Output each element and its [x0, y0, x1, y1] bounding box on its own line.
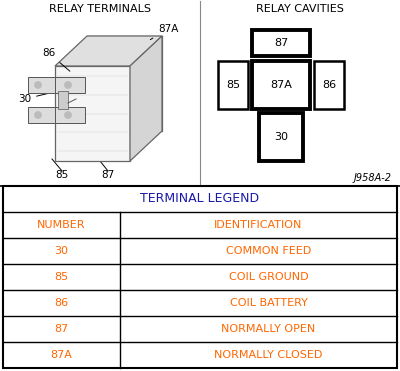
Bar [28, 77, 63, 93]
Text: 87A: 87A [50, 350, 72, 360]
Text: NORMALLY OPEN: NORMALLY OPEN [221, 324, 316, 334]
Polygon shape [55, 36, 162, 66]
Bar [58, 91, 68, 109]
Circle shape [34, 82, 42, 89]
Text: 86: 86 [54, 298, 68, 308]
Circle shape [64, 112, 72, 118]
Text: NUMBER: NUMBER [37, 220, 86, 230]
Text: COIL BATTERY: COIL BATTERY [230, 298, 308, 308]
Text: J958A-2: J958A-2 [354, 173, 392, 183]
Bar [55, 107, 85, 123]
Text: COIL GROUND: COIL GROUND [229, 272, 308, 282]
Bar [55, 66, 130, 161]
Text: 86: 86 [322, 80, 336, 90]
Text: 87: 87 [274, 38, 288, 48]
Text: 30: 30 [18, 93, 47, 104]
Text: 87: 87 [54, 324, 69, 334]
Text: 87A: 87A [270, 80, 292, 90]
Text: 30: 30 [54, 246, 68, 256]
Bar [314, 61, 344, 109]
Text: RELAY TERMINALS: RELAY TERMINALS [49, 4, 151, 14]
Bar [218, 61, 248, 109]
Circle shape [64, 82, 72, 89]
Text: 85: 85 [226, 80, 240, 90]
Text: 86: 86 [42, 48, 70, 71]
Text: RELAY CAVITIES: RELAY CAVITIES [256, 4, 344, 14]
Text: COMMON FEED: COMMON FEED [226, 246, 311, 256]
Bar [55, 77, 85, 93]
Text: TERMINAL LEGEND: TERMINAL LEGEND [140, 193, 260, 206]
Polygon shape [130, 36, 162, 161]
Text: 30: 30 [274, 132, 288, 142]
Text: 85: 85 [55, 170, 69, 180]
Bar [3, 186, 397, 368]
Bar [28, 107, 63, 123]
Bar [252, 30, 310, 56]
Text: 85: 85 [54, 272, 68, 282]
Circle shape [34, 112, 42, 118]
Bar [252, 61, 310, 109]
Text: IDENTIFICATION: IDENTIFICATION [214, 220, 303, 230]
Text: NORMALLY CLOSED: NORMALLY CLOSED [214, 350, 323, 360]
Text: 87: 87 [101, 170, 115, 180]
Bar [259, 113, 303, 161]
Text: 87A: 87A [150, 24, 178, 40]
